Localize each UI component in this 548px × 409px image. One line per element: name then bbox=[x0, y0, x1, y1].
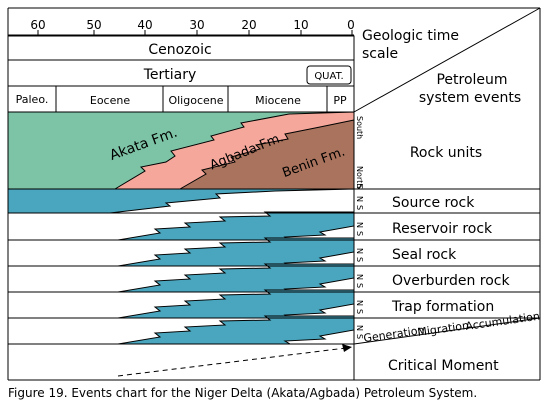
tick-40: 40 bbox=[137, 18, 152, 32]
quaternary-label: QUAT. bbox=[314, 71, 343, 82]
epoch-paleo: Paleo. bbox=[16, 93, 49, 106]
svg-text:N: N bbox=[355, 274, 364, 280]
source-rock-bar bbox=[7, 188, 355, 214]
overburden-bar bbox=[117, 263, 355, 293]
period-label: Tertiary bbox=[143, 67, 197, 83]
quaternary-box bbox=[306, 65, 352, 85]
label-seal-rock: Seal rock bbox=[392, 247, 457, 263]
reservoir-bar bbox=[117, 211, 355, 241]
label-overburden-rock: Overburden rock bbox=[392, 273, 510, 289]
header-geologic-time: Geologic time bbox=[362, 28, 459, 44]
tick-60: 60 bbox=[30, 18, 45, 32]
svg-text:N: N bbox=[355, 325, 364, 331]
orientation-south: South bbox=[355, 116, 364, 139]
tick-20: 20 bbox=[241, 18, 256, 32]
header-petroleum: Petroleum bbox=[436, 72, 507, 88]
svg-text:S: S bbox=[355, 283, 364, 288]
ns-letters: N S N S N S N S N S N S bbox=[355, 196, 364, 339]
svg-text:S: S bbox=[355, 334, 364, 339]
header-scale: scale bbox=[362, 46, 398, 62]
svg-text:N: N bbox=[355, 248, 364, 254]
epoch-eocene: Eocene bbox=[90, 94, 130, 107]
header-system-events: system events bbox=[419, 90, 521, 106]
orientation-north: North bbox=[355, 166, 364, 188]
svg-text:S: S bbox=[355, 309, 364, 314]
label-rock-units: Rock units bbox=[410, 145, 482, 161]
label-migration: Migration bbox=[417, 319, 470, 339]
tick-marks bbox=[8, 30, 354, 36]
epoch-oligocene: Oligocene bbox=[168, 94, 223, 107]
event-labels: Rock units Source rock Reservoir rock Se… bbox=[391, 145, 510, 315]
epoch-pp: PP bbox=[333, 94, 347, 107]
event-bars bbox=[117, 211, 355, 345]
time-axis-ticks: 60 50 40 30 20 10 0 bbox=[30, 18, 354, 32]
era-label: Cenozoic bbox=[148, 42, 211, 58]
tick-50: 50 bbox=[86, 18, 101, 32]
label-critical-moment: Critical Moment bbox=[388, 358, 499, 374]
seal-bar bbox=[117, 237, 355, 267]
epoch-miocene: Miocene bbox=[255, 94, 301, 107]
label-trap-formation: Trap formation bbox=[391, 299, 494, 315]
generation-bar bbox=[117, 315, 355, 345]
svg-text:S: S bbox=[355, 257, 364, 262]
tick-30: 30 bbox=[189, 18, 204, 32]
svg-text:N: N bbox=[355, 222, 364, 228]
tick-10: 10 bbox=[293, 18, 308, 32]
svg-text:N: N bbox=[355, 300, 364, 306]
svg-text:N: N bbox=[355, 196, 364, 202]
trap-bar bbox=[117, 289, 355, 319]
arrow-head-icon bbox=[342, 344, 352, 352]
label-source-rock: Source rock bbox=[392, 195, 475, 211]
label-reservoir-rock: Reservoir rock bbox=[392, 221, 493, 237]
critical-moment-arrow bbox=[117, 347, 347, 377]
tick-0: 0 bbox=[347, 18, 355, 32]
row-dividers bbox=[7, 7, 541, 381]
svg-text:S: S bbox=[355, 231, 364, 236]
svg-text:S: S bbox=[355, 205, 364, 210]
rock-units-block: Akata Fm. Agbada Fm. Benin Fm. bbox=[7, 111, 355, 190]
figure-caption: Figure 19. Events chart for the Niger De… bbox=[8, 386, 478, 400]
orientation-s-bottom: S bbox=[355, 184, 364, 189]
header-diagonal bbox=[353, 7, 541, 113]
